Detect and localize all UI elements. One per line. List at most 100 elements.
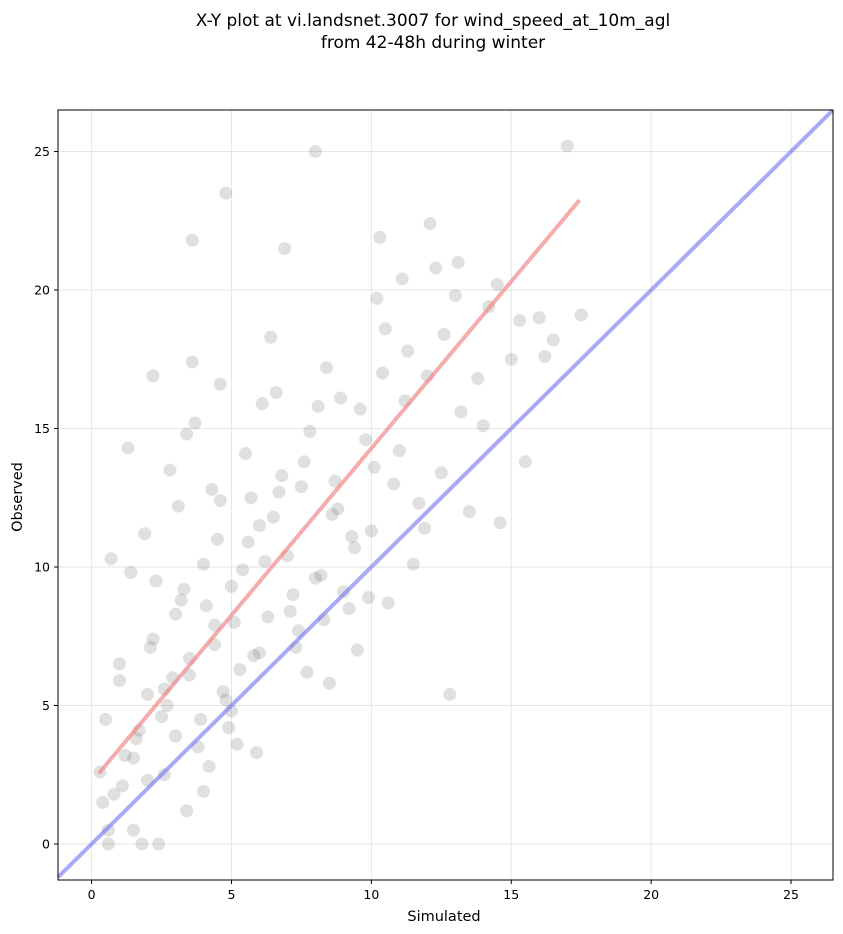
data-point bbox=[194, 712, 208, 726]
data-point bbox=[373, 230, 387, 244]
data-point bbox=[278, 241, 292, 255]
data-point bbox=[574, 308, 588, 322]
data-point bbox=[236, 563, 250, 577]
data-point bbox=[513, 314, 527, 328]
data-point bbox=[532, 311, 546, 325]
data-point bbox=[104, 552, 118, 566]
data-point bbox=[454, 405, 468, 419]
data-point bbox=[448, 289, 462, 303]
data-point bbox=[255, 397, 269, 411]
data-point bbox=[101, 837, 115, 851]
data-point bbox=[364, 524, 378, 538]
data-point bbox=[283, 604, 297, 618]
data-point bbox=[113, 674, 127, 688]
data-point bbox=[149, 574, 163, 588]
x-tick-label: 20 bbox=[643, 887, 659, 902]
data-point bbox=[107, 787, 121, 801]
data-point bbox=[185, 233, 199, 247]
y-tick-label: 10 bbox=[34, 560, 50, 575]
data-point bbox=[443, 687, 457, 701]
y-tick-label: 5 bbox=[42, 698, 50, 713]
y-tick-label: 0 bbox=[42, 836, 50, 851]
data-point bbox=[252, 518, 266, 532]
data-point bbox=[546, 333, 560, 347]
data-point bbox=[476, 419, 490, 433]
data-point bbox=[348, 541, 362, 555]
data-point bbox=[124, 566, 138, 580]
data-point bbox=[328, 474, 342, 488]
data-point bbox=[471, 372, 485, 386]
data-point bbox=[177, 582, 191, 596]
data-point bbox=[437, 327, 451, 341]
data-point bbox=[320, 361, 334, 375]
data-point bbox=[451, 255, 465, 269]
data-point bbox=[462, 505, 476, 519]
data-point bbox=[395, 272, 409, 286]
y-tick-label: 15 bbox=[34, 421, 50, 436]
data-point bbox=[392, 444, 406, 458]
data-point bbox=[434, 466, 448, 480]
data-point bbox=[230, 737, 244, 751]
data-point bbox=[322, 676, 336, 690]
data-point bbox=[115, 779, 129, 793]
data-point bbox=[233, 662, 247, 676]
data-point bbox=[113, 657, 127, 671]
grid-lines bbox=[58, 110, 833, 880]
y-tick-label: 25 bbox=[34, 144, 50, 159]
scatter-points bbox=[93, 139, 588, 851]
data-point bbox=[303, 424, 317, 438]
data-point bbox=[294, 480, 308, 494]
data-point bbox=[238, 446, 252, 460]
data-point bbox=[224, 579, 238, 593]
data-point bbox=[171, 499, 185, 513]
data-point bbox=[99, 712, 113, 726]
data-point bbox=[152, 837, 166, 851]
chart-subtitle: from 42-48h during winter bbox=[321, 33, 545, 53]
data-point bbox=[96, 795, 110, 809]
data-point bbox=[143, 640, 157, 654]
data-point bbox=[180, 804, 194, 818]
data-point bbox=[308, 145, 322, 159]
data-point bbox=[490, 277, 504, 291]
data-point bbox=[297, 455, 311, 469]
data-point bbox=[185, 355, 199, 369]
x-tick-label: 0 bbox=[88, 887, 96, 902]
data-point bbox=[219, 693, 233, 707]
data-point bbox=[370, 291, 384, 305]
data-point bbox=[300, 665, 314, 679]
data-point bbox=[314, 568, 328, 582]
data-point bbox=[202, 759, 216, 773]
data-point bbox=[350, 643, 364, 657]
data-point bbox=[188, 416, 202, 430]
data-point bbox=[118, 748, 132, 762]
data-point bbox=[376, 366, 390, 380]
data-point bbox=[378, 322, 392, 336]
data-point bbox=[138, 527, 152, 541]
data-point bbox=[213, 494, 227, 508]
x-axis-label: Simulated bbox=[407, 909, 480, 925]
data-point bbox=[121, 441, 135, 455]
data-point bbox=[538, 350, 552, 364]
regression-line bbox=[97, 199, 581, 774]
data-point bbox=[196, 557, 210, 571]
data-point bbox=[342, 602, 356, 616]
x-tick-label: 15 bbox=[503, 887, 519, 902]
data-point bbox=[504, 352, 518, 366]
data-point bbox=[272, 485, 286, 499]
data-point bbox=[169, 607, 183, 621]
data-point bbox=[205, 482, 219, 496]
data-point bbox=[401, 344, 415, 358]
data-point bbox=[412, 496, 426, 510]
data-point bbox=[264, 330, 278, 344]
data-point bbox=[275, 469, 289, 483]
data-point bbox=[345, 530, 359, 544]
data-point bbox=[325, 507, 339, 521]
data-point bbox=[359, 433, 373, 447]
plot-frame bbox=[57, 109, 834, 881]
data-point bbox=[252, 646, 266, 660]
data-point bbox=[146, 632, 160, 646]
data-point bbox=[266, 510, 280, 524]
data-point bbox=[174, 593, 188, 607]
y-axis-ticks: 0 5 10 15 20 25 bbox=[34, 144, 58, 851]
